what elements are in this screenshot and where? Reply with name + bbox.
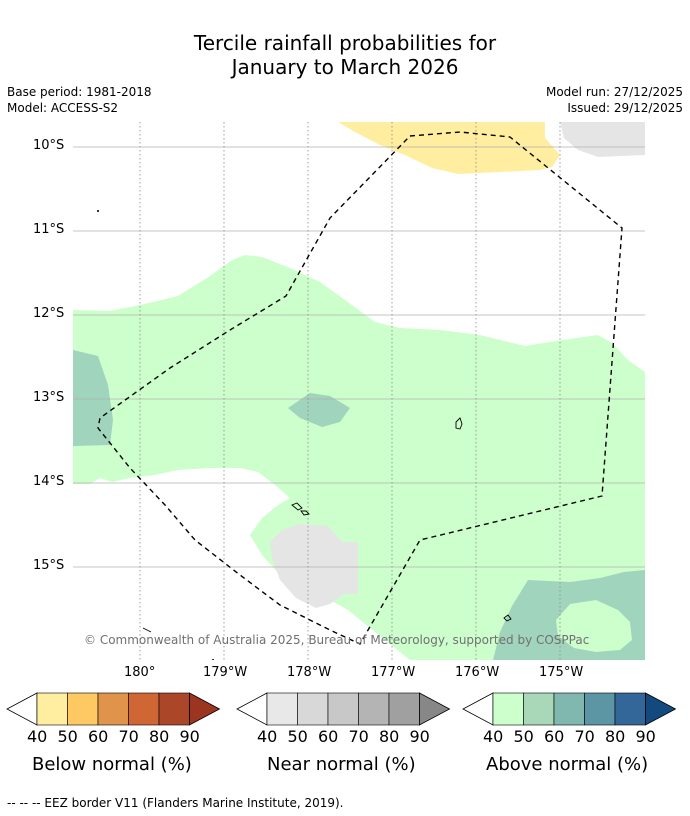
colorbar-segment	[388, 692, 420, 726]
colorbar-segment	[67, 692, 99, 726]
colorbar-tick-label: 60	[318, 727, 339, 746]
colorbar-segment	[128, 692, 160, 726]
eez-legend-note: -- -- -- EEZ border V11 (Flanders Marine…	[7, 796, 344, 810]
colorbar-tick-label: 40	[27, 727, 48, 746]
colorbar-tick-label: 80	[605, 727, 626, 746]
issued-label: Issued: 29/12/2025	[567, 101, 683, 115]
lon-label-180: 180°	[124, 665, 156, 680]
lon-label-177w: 177°W	[371, 665, 416, 680]
colorbar-under-arrow	[6, 692, 38, 726]
above-normal-50-region-central	[288, 393, 350, 427]
near-normal-40-region-south	[270, 524, 358, 608]
colorbars	[6, 692, 677, 726]
above-normal-40-region	[73, 255, 645, 660]
colorbar-segment	[553, 692, 585, 726]
lat-label-13s: 13°S	[33, 390, 65, 405]
colorbar-under-arrow	[236, 692, 268, 726]
lat-label-11s: 11°S	[33, 222, 65, 237]
colorbar-segment	[614, 692, 646, 726]
colorbar-tick-label: 40	[483, 727, 504, 746]
lat-label-14s: 14°S	[33, 474, 65, 489]
copyright-notice: © Commonwealth of Australia 2025, Bureau…	[84, 633, 590, 647]
below-normal-title: Below normal (%)	[32, 754, 192, 775]
colorbar-tick-label: 50	[287, 727, 308, 746]
lon-label-179w: 179°W	[203, 665, 248, 680]
colorbar-tick-label: 70	[574, 727, 595, 746]
model-label: Model: ACCESS-S2	[7, 101, 119, 115]
lat-label-10s: 10°S	[33, 138, 65, 153]
colorbar-segment	[523, 692, 555, 726]
colorbar-segment	[266, 692, 298, 726]
model-run-label: Model run: 27/12/2025	[545, 85, 683, 99]
longitude-gridlines	[139, 122, 561, 660]
lat-label-12s: 12°S	[33, 306, 65, 321]
colorbar-segment	[36, 692, 68, 726]
base-period-label: Base period: 1981-2018	[7, 85, 152, 99]
colorbar-segment	[358, 692, 390, 726]
colorbar-segment	[158, 692, 190, 726]
near-normal-colorbar	[236, 692, 451, 726]
colorbar-tick-label: 60	[88, 727, 109, 746]
colorbar-tick-label: 90	[179, 727, 200, 746]
colorbar-under-arrow	[462, 692, 494, 726]
below-normal-colorbar	[6, 692, 221, 726]
lon-label-178w: 178°W	[287, 665, 332, 680]
colorbar-tick-label: 70	[118, 727, 139, 746]
above-normal-title: Above normal (%)	[486, 754, 649, 775]
latitude-gridlines	[73, 146, 645, 568]
below-normal-40-region	[338, 122, 560, 174]
colorbar-segment	[97, 692, 129, 726]
colorbar-over-arrow	[189, 692, 221, 726]
colorbar-tick-label: 80	[379, 727, 400, 746]
above-normal-50-region-west	[73, 350, 113, 446]
colorbar-over-arrow	[645, 692, 677, 726]
colorbar-tick-label: 40	[257, 727, 278, 746]
near-normal-40-region-north	[560, 122, 645, 157]
lon-label-175w: 175°W	[539, 665, 584, 680]
colorbar-segment	[327, 692, 359, 726]
colorbar-tick-label: 70	[348, 727, 369, 746]
colorbar-tick-label: 60	[544, 727, 565, 746]
above-normal-40-hole	[556, 600, 632, 652]
eez-border	[97, 131, 623, 645]
map-title-line-2: January to March 2026	[231, 55, 459, 79]
colorbar-tick-label: 50	[57, 727, 78, 746]
colorbar-segment	[584, 692, 616, 726]
colorbar-tick-label: 90	[635, 727, 656, 746]
near-normal-title: Near normal (%)	[267, 754, 416, 775]
colorbar-segment	[492, 692, 524, 726]
lon-label-176w: 176°W	[455, 665, 500, 680]
map-area	[73, 122, 645, 660]
above-normal-colorbar	[462, 692, 677, 726]
colorbar-over-arrow	[419, 692, 451, 726]
colorbar-segment	[297, 692, 329, 726]
colorbar-tick-label: 50	[513, 727, 534, 746]
colorbar-tick-label: 80	[149, 727, 170, 746]
lat-label-15s: 15°S	[33, 558, 65, 573]
map-title-line-1: Tercile rainfall probabilities for	[193, 31, 497, 55]
islands	[96, 209, 512, 660]
colorbar-tick-label: 90	[409, 727, 430, 746]
